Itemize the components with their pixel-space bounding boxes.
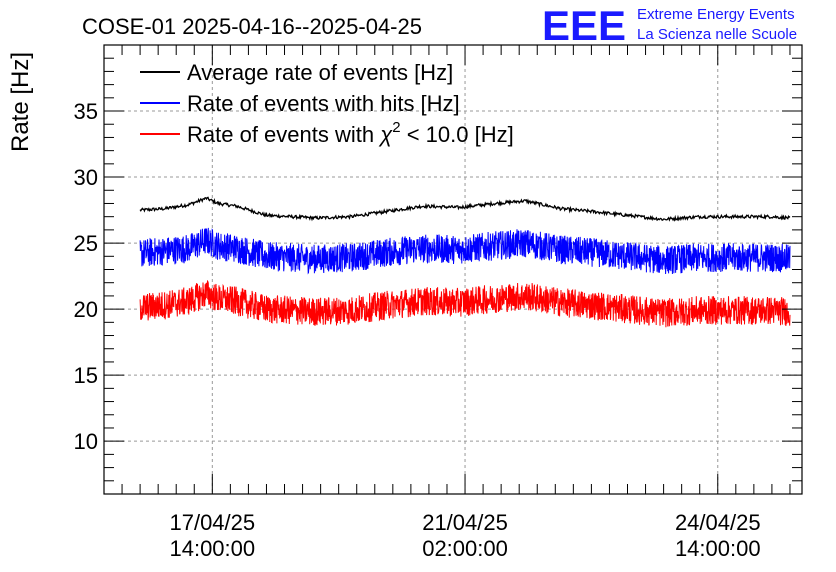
y-tick-label: 20 bbox=[74, 297, 98, 322]
x-tick-label-date: 21/04/25 bbox=[422, 510, 508, 535]
legend-label-chi2-symbol: χ bbox=[378, 122, 393, 147]
y-tick-label: 25 bbox=[74, 231, 98, 256]
eee-logo-line2: La Scienza nelle Scuole bbox=[637, 26, 797, 43]
plot-frame bbox=[103, 44, 803, 495]
x-tick-label-date: 24/04/25 bbox=[675, 510, 761, 535]
y-tick-label: 10 bbox=[74, 429, 98, 454]
series-line-1 bbox=[139, 227, 791, 275]
x-tick-label-time: 14:00:00 bbox=[169, 536, 255, 561]
y-tick-label: 30 bbox=[74, 165, 98, 190]
legend-label-hits: Rate of events with hits [Hz] bbox=[187, 91, 460, 116]
y-axis-label: Rate [Hz] bbox=[7, 52, 34, 152]
y-tick-label: 35 bbox=[74, 99, 98, 124]
legend-label-chi2-sup: 2 bbox=[392, 119, 400, 136]
y-tick-label: 15 bbox=[74, 363, 98, 388]
x-tick-label-time: 02:00:00 bbox=[422, 536, 508, 561]
legend-label-chi2-pre: Rate of events with bbox=[187, 122, 380, 147]
eee-logo-line1: Extreme Energy Events bbox=[637, 6, 795, 23]
legend-label-chi2: Rate of events with χ2 < 10.0 [Hz] bbox=[187, 119, 514, 147]
legend: Average rate of events [Hz] Rate of even… bbox=[140, 60, 514, 147]
legend-label-chi2-post: < 10.0 [Hz] bbox=[401, 122, 514, 147]
x-tick-label-date: 17/04/25 bbox=[169, 510, 255, 535]
eee-logo-text: EEE bbox=[542, 2, 626, 49]
eee-logo: EEE Extreme Energy Events La Scienza nel… bbox=[542, 2, 797, 49]
series-group bbox=[139, 196, 791, 328]
chart-title: COSE-01 2025-04-16--2025-04-25 bbox=[82, 14, 422, 39]
series-line-2 bbox=[139, 280, 791, 328]
legend-label-average: Average rate of events [Hz] bbox=[187, 60, 453, 85]
series-line-0 bbox=[139, 196, 791, 222]
x-tick-label-time: 14:00:00 bbox=[675, 536, 761, 561]
axes: 10152025303517/04/2514:00:0021/04/2502:0… bbox=[74, 44, 803, 561]
